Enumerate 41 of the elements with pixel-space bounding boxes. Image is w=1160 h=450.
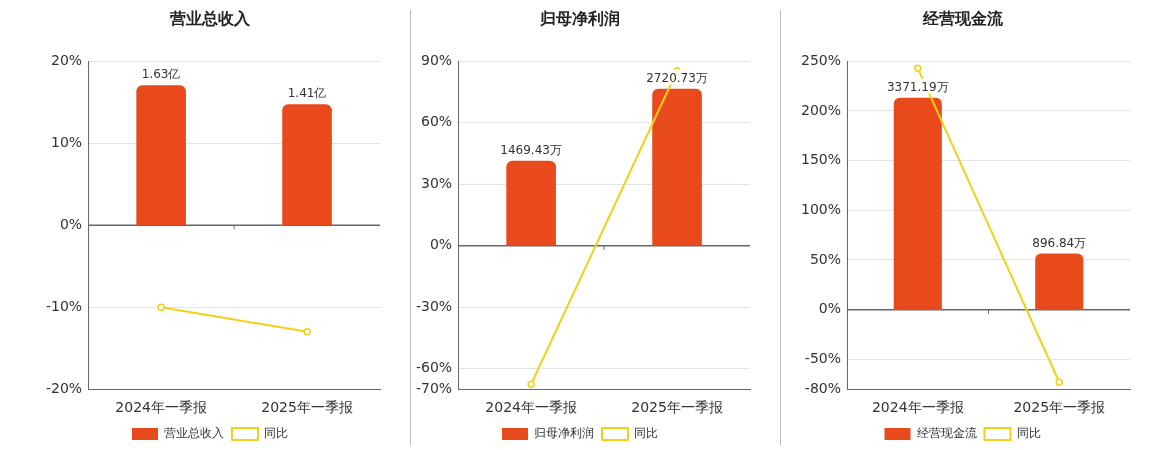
y-tick-label: 0% xyxy=(59,215,83,232)
data-label: 2720.73万 xyxy=(646,70,708,85)
data-label: 896.84万 xyxy=(1032,235,1087,250)
y-tick-label: -80% xyxy=(804,379,842,396)
x-tick-label: 2025年一季报 xyxy=(261,399,353,416)
y-tick-label: -10% xyxy=(46,297,83,314)
data-label: 1.41亿 xyxy=(287,86,327,101)
y-tick-label: -60% xyxy=(416,359,453,376)
data-label: 1469.43万 xyxy=(500,142,562,157)
chart-title: 经营现金流 xyxy=(921,8,1004,28)
x-tick-label: 2025年一季报 xyxy=(1013,399,1106,416)
y-tick-label: 30% xyxy=(421,174,453,191)
y-tick-label: 100% xyxy=(800,200,842,217)
y-tick-label: 10% xyxy=(51,133,83,150)
x-tick-label: 2025年一季报 xyxy=(631,399,723,416)
y-tick-label: -30% xyxy=(416,297,453,314)
legend-label: 同比 xyxy=(1016,426,1041,441)
y-tick-label: 200% xyxy=(800,101,842,118)
data-label: 3371.19万 xyxy=(886,79,949,94)
y-tick-label: 150% xyxy=(800,151,842,168)
y-tick-label: 250% xyxy=(800,51,842,68)
legend-label: 营业总收入 xyxy=(164,426,224,441)
x-tick-label: 2024年一季报 xyxy=(485,399,577,416)
y-tick-label: -50% xyxy=(804,350,842,367)
legend-label: 同比 xyxy=(264,426,288,441)
legend-label: 归母净利润 xyxy=(534,426,594,441)
y-tick-label: 90% xyxy=(421,51,453,68)
x-tick-label: 2024年一季报 xyxy=(871,399,964,416)
y-tick-label: 20% xyxy=(51,51,83,68)
y-tick-label: 60% xyxy=(421,113,453,130)
y-tick-label: -20% xyxy=(46,379,83,396)
legend-label: 同比 xyxy=(634,426,658,441)
chart-title: 归母净利润 xyxy=(539,8,620,28)
legend-label: 经营现金流 xyxy=(916,426,977,441)
chart-title: 营业总收入 xyxy=(169,8,251,28)
y-tick-label: 0% xyxy=(429,236,453,253)
y-tick-label: 0% xyxy=(818,300,842,317)
data-label: 1.63亿 xyxy=(141,67,181,82)
y-tick-label: 50% xyxy=(809,250,842,267)
x-tick-label: 2024年一季报 xyxy=(115,399,207,416)
y-tick-label: -70% xyxy=(416,379,453,396)
